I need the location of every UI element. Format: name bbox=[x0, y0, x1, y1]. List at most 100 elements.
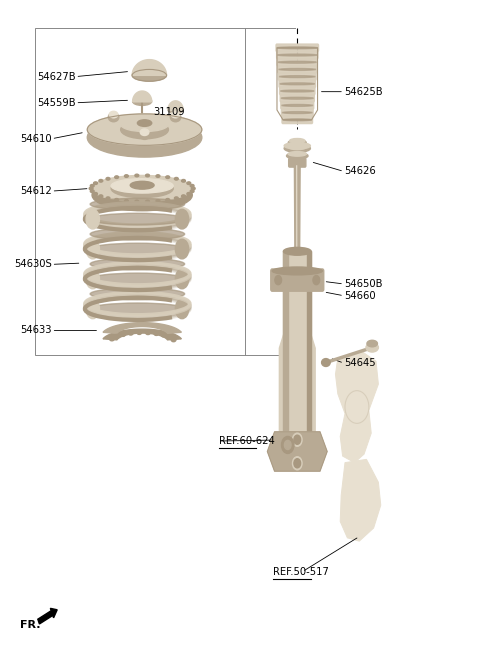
Ellipse shape bbox=[187, 182, 191, 185]
Ellipse shape bbox=[90, 185, 94, 187]
Ellipse shape bbox=[174, 177, 178, 180]
Text: 54612: 54612 bbox=[20, 186, 51, 196]
FancyBboxPatch shape bbox=[279, 80, 315, 87]
Ellipse shape bbox=[135, 200, 139, 203]
Ellipse shape bbox=[154, 332, 159, 336]
Ellipse shape bbox=[278, 61, 316, 63]
Polygon shape bbox=[132, 91, 152, 101]
Ellipse shape bbox=[115, 198, 119, 201]
Text: 54633: 54633 bbox=[20, 325, 51, 336]
Text: 54610: 54610 bbox=[20, 134, 51, 144]
Text: 31109: 31109 bbox=[154, 107, 185, 117]
Ellipse shape bbox=[190, 185, 194, 187]
Ellipse shape bbox=[367, 340, 377, 347]
Ellipse shape bbox=[170, 112, 181, 122]
FancyBboxPatch shape bbox=[277, 58, 317, 66]
Ellipse shape bbox=[289, 139, 305, 143]
Ellipse shape bbox=[90, 198, 185, 210]
Text: REF.60-624: REF.60-624 bbox=[218, 436, 274, 446]
Ellipse shape bbox=[288, 139, 306, 146]
Ellipse shape bbox=[272, 267, 323, 275]
Ellipse shape bbox=[190, 190, 194, 193]
FancyBboxPatch shape bbox=[276, 44, 319, 52]
Ellipse shape bbox=[287, 152, 308, 159]
Ellipse shape bbox=[90, 243, 185, 255]
Polygon shape bbox=[283, 251, 311, 443]
Ellipse shape bbox=[168, 106, 183, 113]
Ellipse shape bbox=[281, 97, 313, 99]
Ellipse shape bbox=[281, 90, 314, 92]
Text: 54650B: 54650B bbox=[344, 279, 383, 289]
Text: REF.50-517: REF.50-517 bbox=[274, 567, 329, 577]
Text: 54660: 54660 bbox=[344, 291, 376, 301]
FancyBboxPatch shape bbox=[278, 66, 317, 73]
Ellipse shape bbox=[114, 334, 119, 338]
Ellipse shape bbox=[86, 269, 99, 289]
Circle shape bbox=[292, 457, 302, 470]
Polygon shape bbox=[279, 335, 315, 443]
Ellipse shape bbox=[171, 338, 176, 342]
FancyBboxPatch shape bbox=[283, 251, 288, 443]
Ellipse shape bbox=[277, 47, 318, 49]
Ellipse shape bbox=[86, 299, 99, 319]
Bar bbox=[35, 28, 245, 355]
Ellipse shape bbox=[108, 112, 119, 122]
Ellipse shape bbox=[161, 333, 166, 337]
Ellipse shape bbox=[156, 175, 160, 177]
Ellipse shape bbox=[86, 239, 99, 259]
Ellipse shape bbox=[181, 195, 185, 198]
Ellipse shape bbox=[181, 179, 185, 182]
Ellipse shape bbox=[140, 129, 149, 135]
Ellipse shape bbox=[284, 145, 311, 152]
Ellipse shape bbox=[171, 111, 180, 118]
FancyBboxPatch shape bbox=[282, 116, 312, 124]
Ellipse shape bbox=[111, 179, 173, 198]
Ellipse shape bbox=[192, 187, 195, 190]
Ellipse shape bbox=[90, 190, 94, 193]
Ellipse shape bbox=[175, 210, 189, 229]
Ellipse shape bbox=[115, 176, 119, 179]
Ellipse shape bbox=[282, 112, 312, 114]
Ellipse shape bbox=[175, 239, 189, 259]
Ellipse shape bbox=[90, 214, 185, 225]
Polygon shape bbox=[340, 459, 381, 541]
FancyBboxPatch shape bbox=[288, 158, 306, 167]
FancyBboxPatch shape bbox=[281, 102, 314, 109]
Ellipse shape bbox=[132, 70, 167, 81]
Ellipse shape bbox=[145, 330, 150, 334]
Polygon shape bbox=[267, 432, 327, 471]
Ellipse shape bbox=[279, 68, 316, 70]
Polygon shape bbox=[168, 101, 183, 110]
FancyBboxPatch shape bbox=[280, 87, 315, 95]
Text: 54627B: 54627B bbox=[37, 72, 75, 81]
Ellipse shape bbox=[288, 152, 306, 156]
Text: 54625B: 54625B bbox=[344, 87, 383, 97]
Ellipse shape bbox=[87, 114, 202, 145]
Circle shape bbox=[284, 440, 291, 449]
Ellipse shape bbox=[167, 335, 172, 339]
Circle shape bbox=[275, 275, 282, 284]
Polygon shape bbox=[132, 60, 167, 76]
Ellipse shape bbox=[289, 145, 306, 150]
Ellipse shape bbox=[283, 248, 311, 255]
Ellipse shape bbox=[322, 359, 330, 367]
Ellipse shape bbox=[279, 76, 315, 78]
FancyBboxPatch shape bbox=[280, 95, 314, 102]
Ellipse shape bbox=[284, 143, 311, 149]
Circle shape bbox=[294, 459, 300, 468]
Ellipse shape bbox=[94, 193, 97, 195]
FancyArrow shape bbox=[38, 608, 57, 624]
Ellipse shape bbox=[120, 120, 168, 139]
Ellipse shape bbox=[145, 174, 149, 177]
Ellipse shape bbox=[111, 179, 173, 193]
Polygon shape bbox=[336, 351, 378, 463]
Ellipse shape bbox=[92, 179, 192, 211]
Ellipse shape bbox=[86, 210, 99, 229]
Ellipse shape bbox=[283, 119, 312, 121]
Ellipse shape bbox=[175, 299, 189, 319]
Text: 54626: 54626 bbox=[344, 166, 376, 177]
Text: 54630S: 54630S bbox=[14, 260, 51, 269]
Ellipse shape bbox=[109, 111, 118, 118]
Ellipse shape bbox=[128, 331, 133, 335]
Ellipse shape bbox=[99, 179, 103, 182]
